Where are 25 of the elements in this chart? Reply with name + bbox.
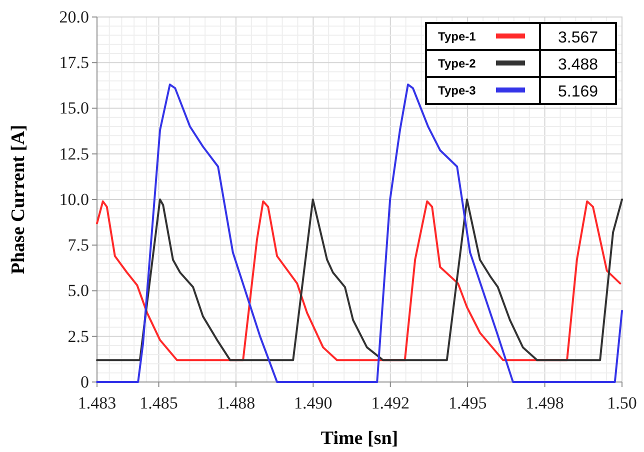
- y-tick-label: 10.0: [59, 190, 89, 209]
- x-tick-label: 1.483: [78, 394, 116, 413]
- x-tick-label: 1.485: [140, 394, 178, 413]
- x-tick-label: 1.492: [371, 394, 410, 413]
- x-axis-title: Time [sn]: [320, 428, 398, 449]
- y-tick-label: 5.0: [68, 281, 89, 300]
- legend-label: Type-3: [438, 84, 476, 98]
- y-tick-label: 2.5: [68, 326, 89, 346]
- x-tick-label: 1.498: [526, 394, 564, 413]
- y-axis-title: Phase Current [A]: [8, 124, 29, 274]
- y-tick-label: 12.5: [59, 144, 89, 164]
- y-tick-label: 15.0: [59, 98, 89, 118]
- y-tick-label: 7.5: [68, 236, 89, 255]
- y-tick-label: 0: [80, 372, 89, 392]
- y-tick-label: 17.5: [59, 53, 89, 72]
- x-tick-label: 1.490: [294, 394, 332, 413]
- x-tick-label: 1.495: [448, 394, 487, 413]
- x-tick-label: 1.50: [607, 394, 637, 413]
- legend-label: Type-2: [438, 56, 476, 70]
- y-tick-label: 20.0: [59, 7, 89, 26]
- annotation: 5.169: [558, 84, 598, 100]
- annotation: 3.567: [558, 30, 598, 46]
- annotation: 3.488: [558, 56, 598, 74]
- x-tick-label: 1.488: [216, 394, 256, 413]
- legend-label: Type-1: [438, 30, 476, 44]
